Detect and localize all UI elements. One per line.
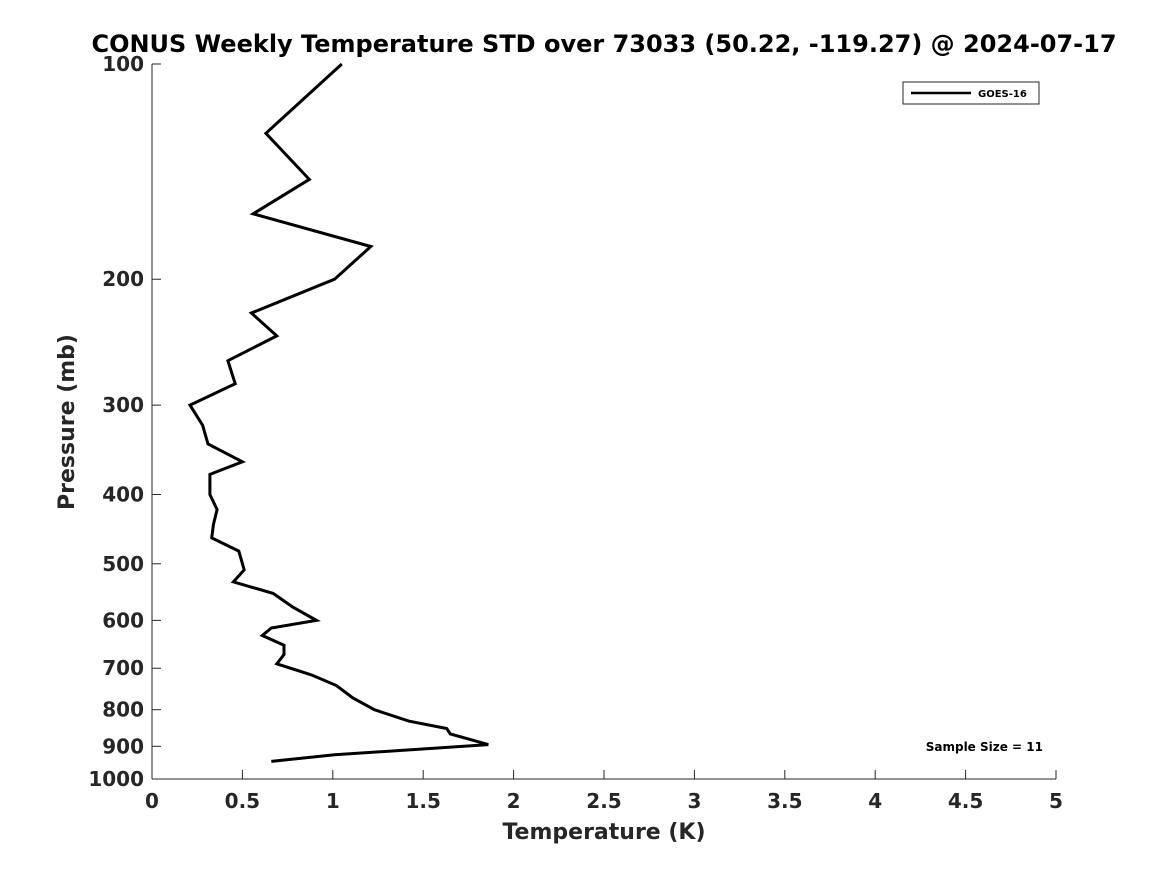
y-tick-label: 600 [102,608,144,632]
series-line-goes-16 [187,62,489,763]
y-tick-label: 1000 [88,767,144,791]
x-tick-label: 4 [868,789,882,813]
x-tick-label: 3 [687,789,701,813]
y-tick-label: 200 [102,267,144,291]
legend-label-goes-16: GOES-16 [978,89,1027,100]
y-axis-ticks: 100 200 300 400 500 600 700 800 900 1000 [88,52,161,791]
chart-title: CONUS Weekly Temperature STD over 73033 … [91,30,1116,58]
x-tick-label: 0 [145,789,159,813]
y-tick-label: 300 [102,393,144,417]
x-tick-label: 1 [326,789,340,813]
x-tick-label: 3.5 [767,789,802,813]
y-tick-label: 400 [102,482,144,506]
y-tick-label: 100 [102,52,144,76]
sample-size-annotation: Sample Size = 11 [926,740,1043,754]
series-lines [187,62,489,763]
y-tick-label: 700 [102,656,144,680]
x-tick-label: 2 [507,789,521,813]
y-tick-label: 900 [102,734,144,758]
x-tick-label: 5 [1049,789,1063,813]
x-tick-label: 0.5 [225,789,260,813]
y-axis-label: Pressure (mb) [55,334,80,510]
y-tick-label: 800 [102,698,144,722]
legend: GOES-16 [902,81,1040,105]
x-tick-label: 2.5 [586,789,621,813]
axes [151,64,1056,780]
x-axis-ticks: 0 0.5 1 1.5 2 2.5 3 3.5 4 4.5 5 [145,770,1063,813]
x-tick-label: 1.5 [405,789,440,813]
y-tick-label: 500 [102,552,144,576]
x-tick-label: 4.5 [948,789,983,813]
x-axis-label: Temperature (K) [502,820,705,845]
